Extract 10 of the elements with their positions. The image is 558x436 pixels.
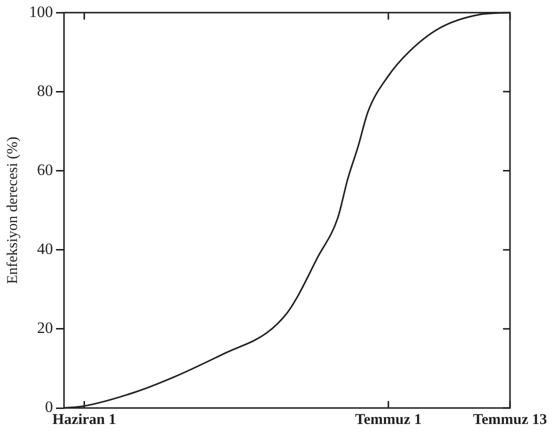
y-tick-label: 80 bbox=[37, 82, 53, 100]
x-tick-label: Temmuz 1 bbox=[355, 412, 422, 428]
y-tick-label: 40 bbox=[37, 241, 53, 258]
y-tick-label: 0 bbox=[45, 399, 53, 416]
x-tick-label: Haziran 1 bbox=[52, 412, 116, 428]
y-tick-label: 60 bbox=[37, 162, 53, 179]
y-tick-label: 100 bbox=[29, 4, 53, 21]
y-axis-title: Enfeksiyon derecesi (%) bbox=[4, 136, 21, 284]
y-tick-label: 20 bbox=[37, 320, 53, 338]
x-tick-label: Temmuz 13 bbox=[472, 412, 548, 428]
